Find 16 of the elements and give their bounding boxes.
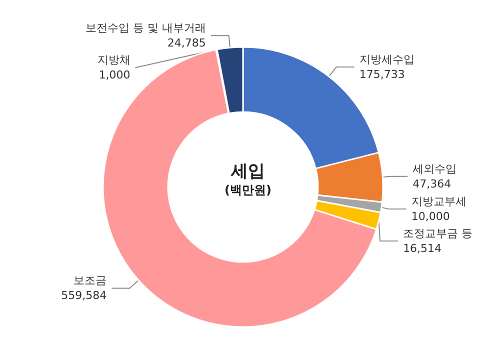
slice-label: 세외수입 [412, 162, 457, 176]
slice-label: 지방세수입 [359, 53, 414, 66]
data-label: 175,733 [359, 68, 405, 82]
data-label: 1,000 [98, 68, 130, 82]
data-label: 24,785 [167, 36, 206, 50]
slice-label: 보조금 [74, 274, 107, 288]
slice-label: 조정교부금 등 [403, 227, 473, 240]
text: (백만원) [224, 183, 272, 197]
slice-label: 지방교부세 [411, 195, 466, 208]
data-label: 47,364 [412, 177, 452, 190]
slice-label: 보전수입 등 및 내부거래 [85, 22, 206, 35]
text: 세입 [230, 162, 265, 182]
slice-label: 지방채 [97, 54, 130, 67]
data-label: 559,584 [61, 289, 107, 302]
data-label: 16,514 [403, 242, 442, 256]
data-label: 10,000 [411, 210, 450, 224]
